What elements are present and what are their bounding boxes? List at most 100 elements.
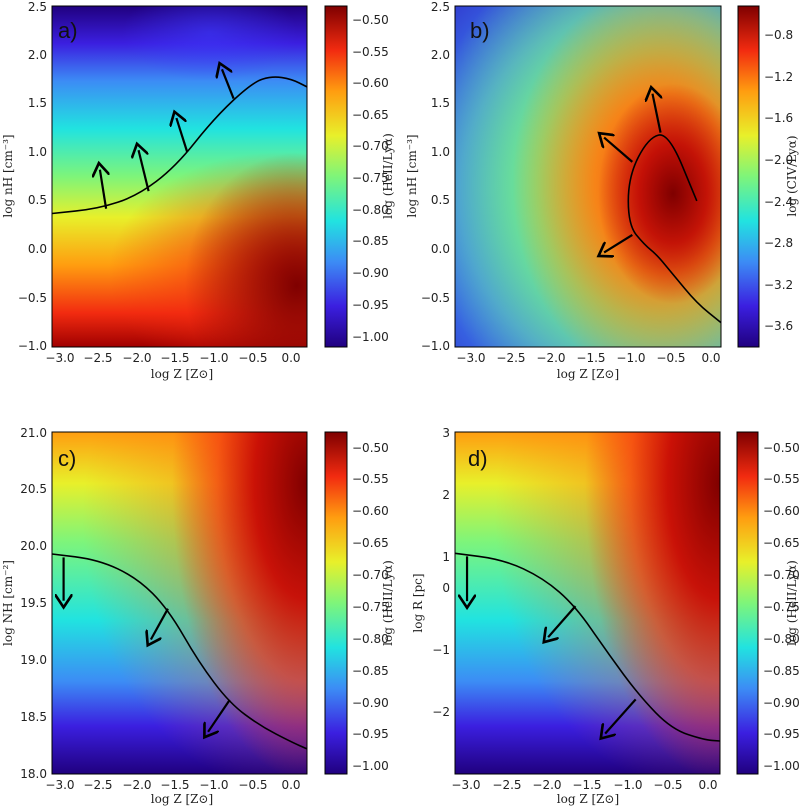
panel-c-arrows bbox=[64, 557, 231, 731]
cbar-tick: −0.85 bbox=[352, 664, 389, 678]
direction-arrow bbox=[604, 234, 633, 253]
panel-c-frame bbox=[51, 431, 308, 775]
panel-a: a) −3.0 −2.5 −2.0 −1.5 −1.0 −0.5 0.0 −1.… bbox=[1, 0, 395, 381]
panel-d-colorbar bbox=[736, 431, 759, 775]
panel-b-heatmap bbox=[455, 6, 721, 347]
panel-a-cbar-ticks: −0.50 −0.55 −0.60 −0.65 −0.70 −0.75 −0.8… bbox=[352, 13, 389, 344]
cbar-tick: −0.95 bbox=[352, 727, 389, 741]
direction-arrow bbox=[652, 94, 660, 133]
cbar-tick: −0.90 bbox=[763, 696, 800, 710]
y-tick: 20.0 bbox=[20, 539, 47, 553]
cbar-tick: −2.4 bbox=[764, 195, 793, 209]
panel-d-frame bbox=[454, 431, 721, 775]
direction-arrow bbox=[100, 170, 106, 209]
panel-c-label: c) bbox=[58, 446, 76, 471]
cbar-tick: −0.60 bbox=[352, 504, 389, 518]
panel-a-label: a) bbox=[58, 18, 78, 43]
cbar-tick: −0.50 bbox=[763, 441, 800, 455]
cbar-tick: −0.60 bbox=[763, 504, 800, 518]
x-tick: −1.5 bbox=[160, 351, 189, 365]
panel-c-cbar-ticks: −0.50 −0.55 −0.60 −0.65 −0.70 −0.75 −0.8… bbox=[352, 441, 389, 773]
cbar-tick: −3.6 bbox=[764, 319, 793, 333]
cbar-tick: −0.65 bbox=[763, 536, 800, 550]
panel-a-arrows bbox=[100, 69, 235, 209]
panel-c-heatmap bbox=[52, 432, 307, 774]
direction-arrow bbox=[604, 138, 634, 163]
panel-a-colorbar bbox=[324, 5, 348, 348]
panel-d-xticks: −3.0 −2.5 −2.0 −1.5 −1.0 −0.5 0.0 bbox=[451, 778, 717, 792]
x-tick: 0.0 bbox=[701, 351, 720, 365]
cbar-tick: −0.70 bbox=[352, 139, 389, 153]
y-tick: 2.0 bbox=[28, 48, 47, 62]
y-tick: −0.5 bbox=[18, 291, 47, 305]
y-tick: 2.0 bbox=[431, 48, 450, 62]
cbar-tick: −2.0 bbox=[764, 153, 793, 167]
panel-b-cbar-label: log (CIV/Lyα) bbox=[785, 135, 799, 216]
y-tick: 2.5 bbox=[28, 0, 47, 14]
x-tick: −2.0 bbox=[122, 778, 151, 792]
y-tick: 0.0 bbox=[431, 242, 450, 256]
panel-a-xticks: −3.0 −2.5 −2.0 −1.5 −1.0 −0.5 0.0 bbox=[45, 351, 300, 365]
y-tick: 20.5 bbox=[20, 482, 47, 496]
panel-d-xlabel: log Z [Z⊙] bbox=[557, 792, 619, 806]
x-tick: −2.5 bbox=[83, 778, 112, 792]
panel-d-label: d) bbox=[468, 446, 488, 471]
y-tick: 19.5 bbox=[20, 596, 47, 610]
panel-a-cbar-label: log (HeII/Lyα) bbox=[381, 133, 395, 219]
cbar-tick: −0.90 bbox=[352, 696, 389, 710]
panel-b-yticks: −1.0 −0.5 0.0 0.5 1.0 1.5 2.0 2.5 bbox=[421, 0, 450, 353]
panel-b-contour bbox=[627, 134, 722, 324]
y-tick: 18.0 bbox=[20, 767, 47, 781]
cbar-tick: −0.70 bbox=[763, 568, 800, 582]
y-tick: 3 bbox=[442, 426, 450, 440]
cbar-tick: −0.85 bbox=[763, 664, 800, 678]
panel-b-xlabel: log Z [Z⊙] bbox=[557, 367, 619, 381]
panel-d-cbar-label: log (HeII/Lyα) bbox=[785, 560, 799, 646]
panel-c-yticks: 18.0 18.5 19.0 19.5 20.0 20.5 21.0 bbox=[20, 426, 47, 781]
x-tick: 0.0 bbox=[281, 778, 300, 792]
cbar-tick: −0.8 bbox=[764, 28, 793, 42]
x-tick: −2.0 bbox=[536, 351, 565, 365]
panel-c-contour bbox=[51, 553, 308, 750]
x-tick: −1.5 bbox=[572, 778, 601, 792]
cbar-tick: −0.75 bbox=[352, 171, 389, 185]
cbar-tick: −1.6 bbox=[764, 111, 793, 125]
panel-c: c) −3.0 −2.5 −2.0 −1.5 −1.0 −0.5 0.0 18.… bbox=[1, 426, 395, 806]
panel-c-xlabel: log Z [Z⊙] bbox=[151, 792, 213, 806]
panel-c-xticks: −3.0 −2.5 −2.0 −1.5 −1.0 −0.5 0.0 bbox=[45, 778, 300, 792]
panel-a-ylabel: log nH [cm⁻³] bbox=[1, 134, 15, 217]
contour-line bbox=[51, 76, 308, 215]
cbar-tick: −0.70 bbox=[352, 568, 389, 582]
cbar-tick: −0.50 bbox=[352, 441, 389, 455]
contour-line bbox=[627, 134, 722, 324]
cbar-tick: −0.75 bbox=[763, 600, 800, 614]
x-tick: −3.0 bbox=[45, 778, 74, 792]
y-tick: 1.5 bbox=[431, 96, 450, 110]
x-tick: −1.0 bbox=[613, 778, 642, 792]
cbar-tick: −0.55 bbox=[352, 472, 389, 486]
cbar-tick: −1.2 bbox=[764, 70, 793, 84]
direction-arrow bbox=[151, 608, 169, 640]
direction-arrow bbox=[139, 150, 150, 192]
x-tick: −0.5 bbox=[238, 778, 267, 792]
cbar-tick: −0.80 bbox=[352, 203, 389, 217]
x-tick: −2.5 bbox=[83, 351, 112, 365]
panel-a-xlabel: log Z [Z⊙] bbox=[151, 367, 213, 381]
x-tick: −3.0 bbox=[451, 778, 480, 792]
cbar-tick: −0.55 bbox=[352, 45, 389, 59]
y-tick: 21.0 bbox=[20, 426, 47, 440]
x-tick: −1.0 bbox=[616, 351, 645, 365]
panel-c-colorbar bbox=[324, 431, 348, 775]
panel-d-cbar-ticks: −0.50 −0.55 −0.60 −0.65 −0.70 −0.75 −0.8… bbox=[763, 441, 800, 773]
y-tick: 1.0 bbox=[431, 145, 450, 159]
y-tick: −1 bbox=[432, 643, 450, 657]
direction-arrow bbox=[548, 605, 577, 637]
x-tick: −2.0 bbox=[532, 778, 561, 792]
cbar-tick: −0.50 bbox=[352, 13, 389, 27]
panel-a-yticks: −1.0 −0.5 0.0 0.5 1.0 1.5 2.0 2.5 bbox=[18, 0, 47, 353]
y-tick: −0.5 bbox=[421, 291, 450, 305]
panel-b-colorbar bbox=[737, 5, 760, 348]
contour-line bbox=[51, 553, 308, 750]
panel-b-frame bbox=[454, 5, 722, 348]
panel-b-arrows bbox=[604, 94, 660, 253]
